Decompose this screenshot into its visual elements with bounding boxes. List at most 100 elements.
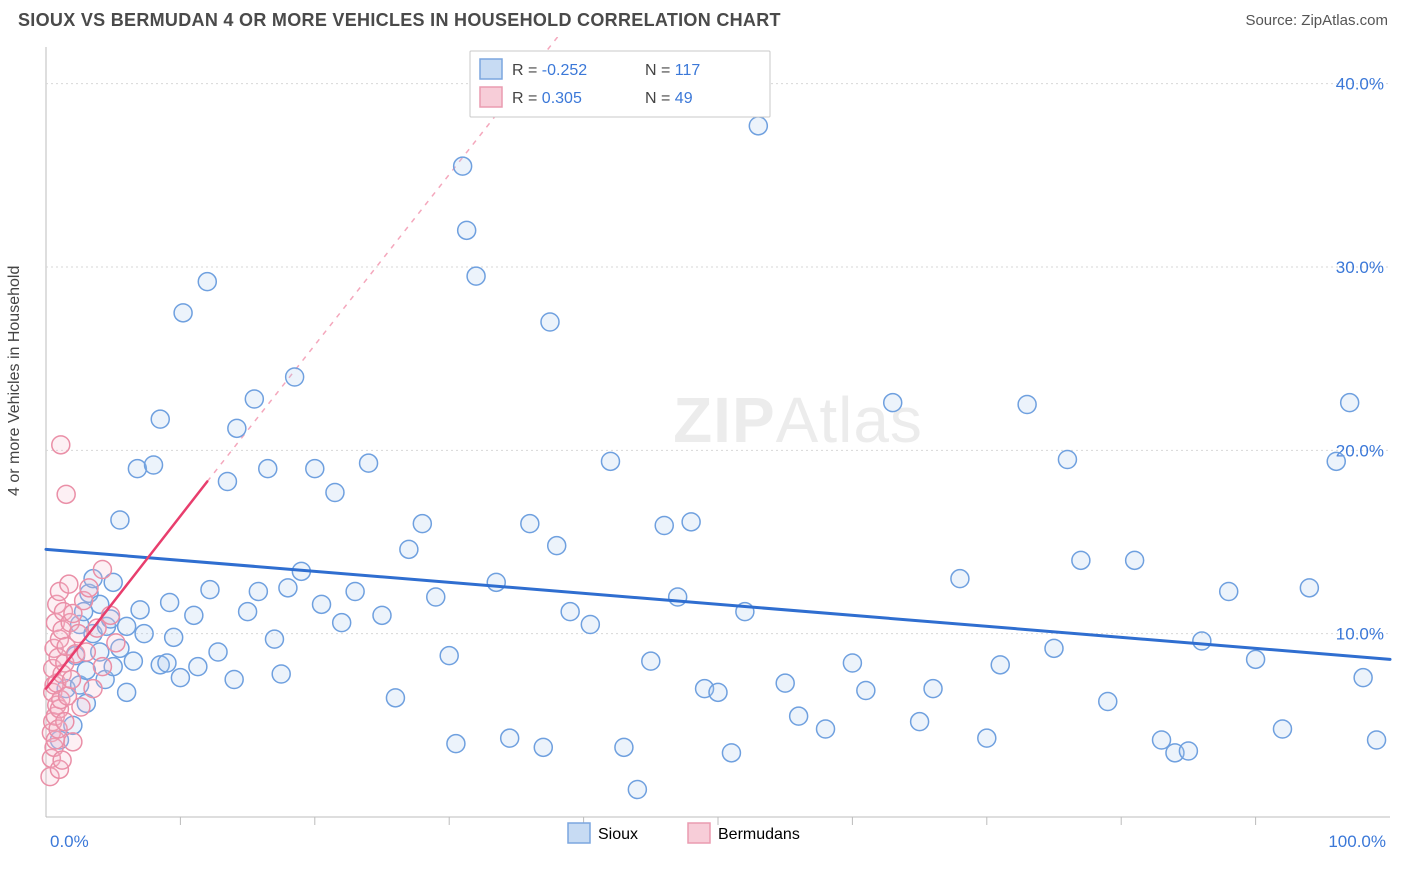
svg-text:40.0%: 40.0% [1336, 75, 1384, 94]
data-point [1072, 551, 1090, 569]
data-point [218, 473, 236, 491]
data-point [189, 658, 207, 676]
data-point [259, 460, 277, 478]
data-point [628, 781, 646, 799]
data-point [151, 410, 169, 428]
y-axis-label: 4 or more Vehicles in Household [6, 265, 24, 495]
data-point [884, 394, 902, 412]
data-point [1045, 639, 1063, 657]
data-point [245, 390, 263, 408]
data-point [64, 733, 82, 751]
data-point [165, 628, 183, 646]
data-point [249, 583, 267, 601]
data-point [790, 707, 808, 725]
data-point [171, 669, 189, 687]
data-point [63, 671, 81, 689]
data-point [776, 674, 794, 692]
data-point [93, 658, 111, 676]
data-point [1058, 451, 1076, 469]
data-point [991, 656, 1009, 674]
data-point [279, 579, 297, 597]
svg-text:ZIPAtlas: ZIPAtlas [673, 384, 923, 456]
chart-header: SIOUX VS BERMUDAN 4 OR MORE VEHICLES IN … [0, 0, 1406, 37]
data-point [346, 583, 364, 601]
data-point [1368, 731, 1386, 749]
svg-text:Sioux: Sioux [598, 826, 638, 843]
data-point [487, 573, 505, 591]
data-point [161, 594, 179, 612]
data-point [951, 570, 969, 588]
data-point [534, 738, 552, 756]
svg-text:N = 117: N = 117 [645, 62, 700, 79]
data-point [1018, 396, 1036, 414]
data-point [1300, 579, 1318, 597]
data-point [1099, 693, 1117, 711]
data-point [655, 517, 673, 535]
svg-text:100.0%: 100.0% [1328, 832, 1386, 851]
data-point [201, 581, 219, 599]
data-point [978, 729, 996, 747]
data-point [682, 513, 700, 531]
data-point [228, 419, 246, 437]
data-point [911, 713, 929, 731]
data-point [84, 680, 102, 698]
data-point [521, 515, 539, 533]
data-point [1354, 669, 1372, 687]
data-point [467, 267, 485, 285]
chart-source: Source: ZipAtlas.com [1245, 12, 1388, 29]
data-point [111, 511, 129, 529]
data-point [313, 595, 331, 613]
chart-container: 4 or more Vehicles in Household 10.0%20.… [0, 37, 1406, 887]
data-point [722, 744, 740, 762]
data-point [440, 647, 458, 665]
data-point [541, 313, 559, 331]
data-point [581, 616, 599, 634]
data-point [124, 652, 142, 670]
data-point [198, 273, 216, 291]
data-point [1341, 394, 1359, 412]
data-point [118, 683, 136, 701]
data-point [615, 738, 633, 756]
data-point [56, 713, 74, 731]
data-point [1179, 742, 1197, 760]
data-point [642, 652, 660, 670]
data-point [265, 630, 283, 648]
data-point [601, 452, 619, 470]
data-point [709, 683, 727, 701]
data-point [427, 588, 445, 606]
data-point [458, 221, 476, 239]
data-point [80, 579, 98, 597]
svg-text:R = 0.305: R = 0.305 [512, 90, 582, 107]
data-point [400, 540, 418, 558]
scatter-chart: 10.0%20.0%30.0%40.0%0.0%100.0%ZIPAtlasR … [0, 37, 1406, 877]
data-point [548, 537, 566, 555]
data-point [326, 484, 344, 502]
svg-text:0.0%: 0.0% [50, 832, 89, 851]
data-point [286, 368, 304, 386]
data-point [60, 575, 78, 593]
svg-text:N = 49: N = 49 [645, 90, 693, 107]
data-point [413, 515, 431, 533]
data-point [454, 157, 472, 175]
data-point [1247, 650, 1265, 668]
data-point [360, 454, 378, 472]
chart-title: SIOUX VS BERMUDAN 4 OR MORE VEHICLES IN … [18, 10, 781, 31]
data-point [501, 729, 519, 747]
data-point [145, 456, 163, 474]
data-point [817, 720, 835, 738]
data-point [306, 460, 324, 478]
data-point [1327, 452, 1345, 470]
svg-text:Bermudans: Bermudans [718, 826, 800, 843]
data-point [447, 735, 465, 753]
data-point [128, 460, 146, 478]
data-point [131, 601, 149, 619]
data-point [1126, 551, 1144, 569]
data-point [118, 617, 136, 635]
data-point [107, 634, 125, 652]
data-point [333, 614, 351, 632]
data-point [857, 682, 875, 700]
data-point [373, 606, 391, 624]
data-point [386, 689, 404, 707]
data-point [93, 561, 111, 579]
data-point [924, 680, 942, 698]
